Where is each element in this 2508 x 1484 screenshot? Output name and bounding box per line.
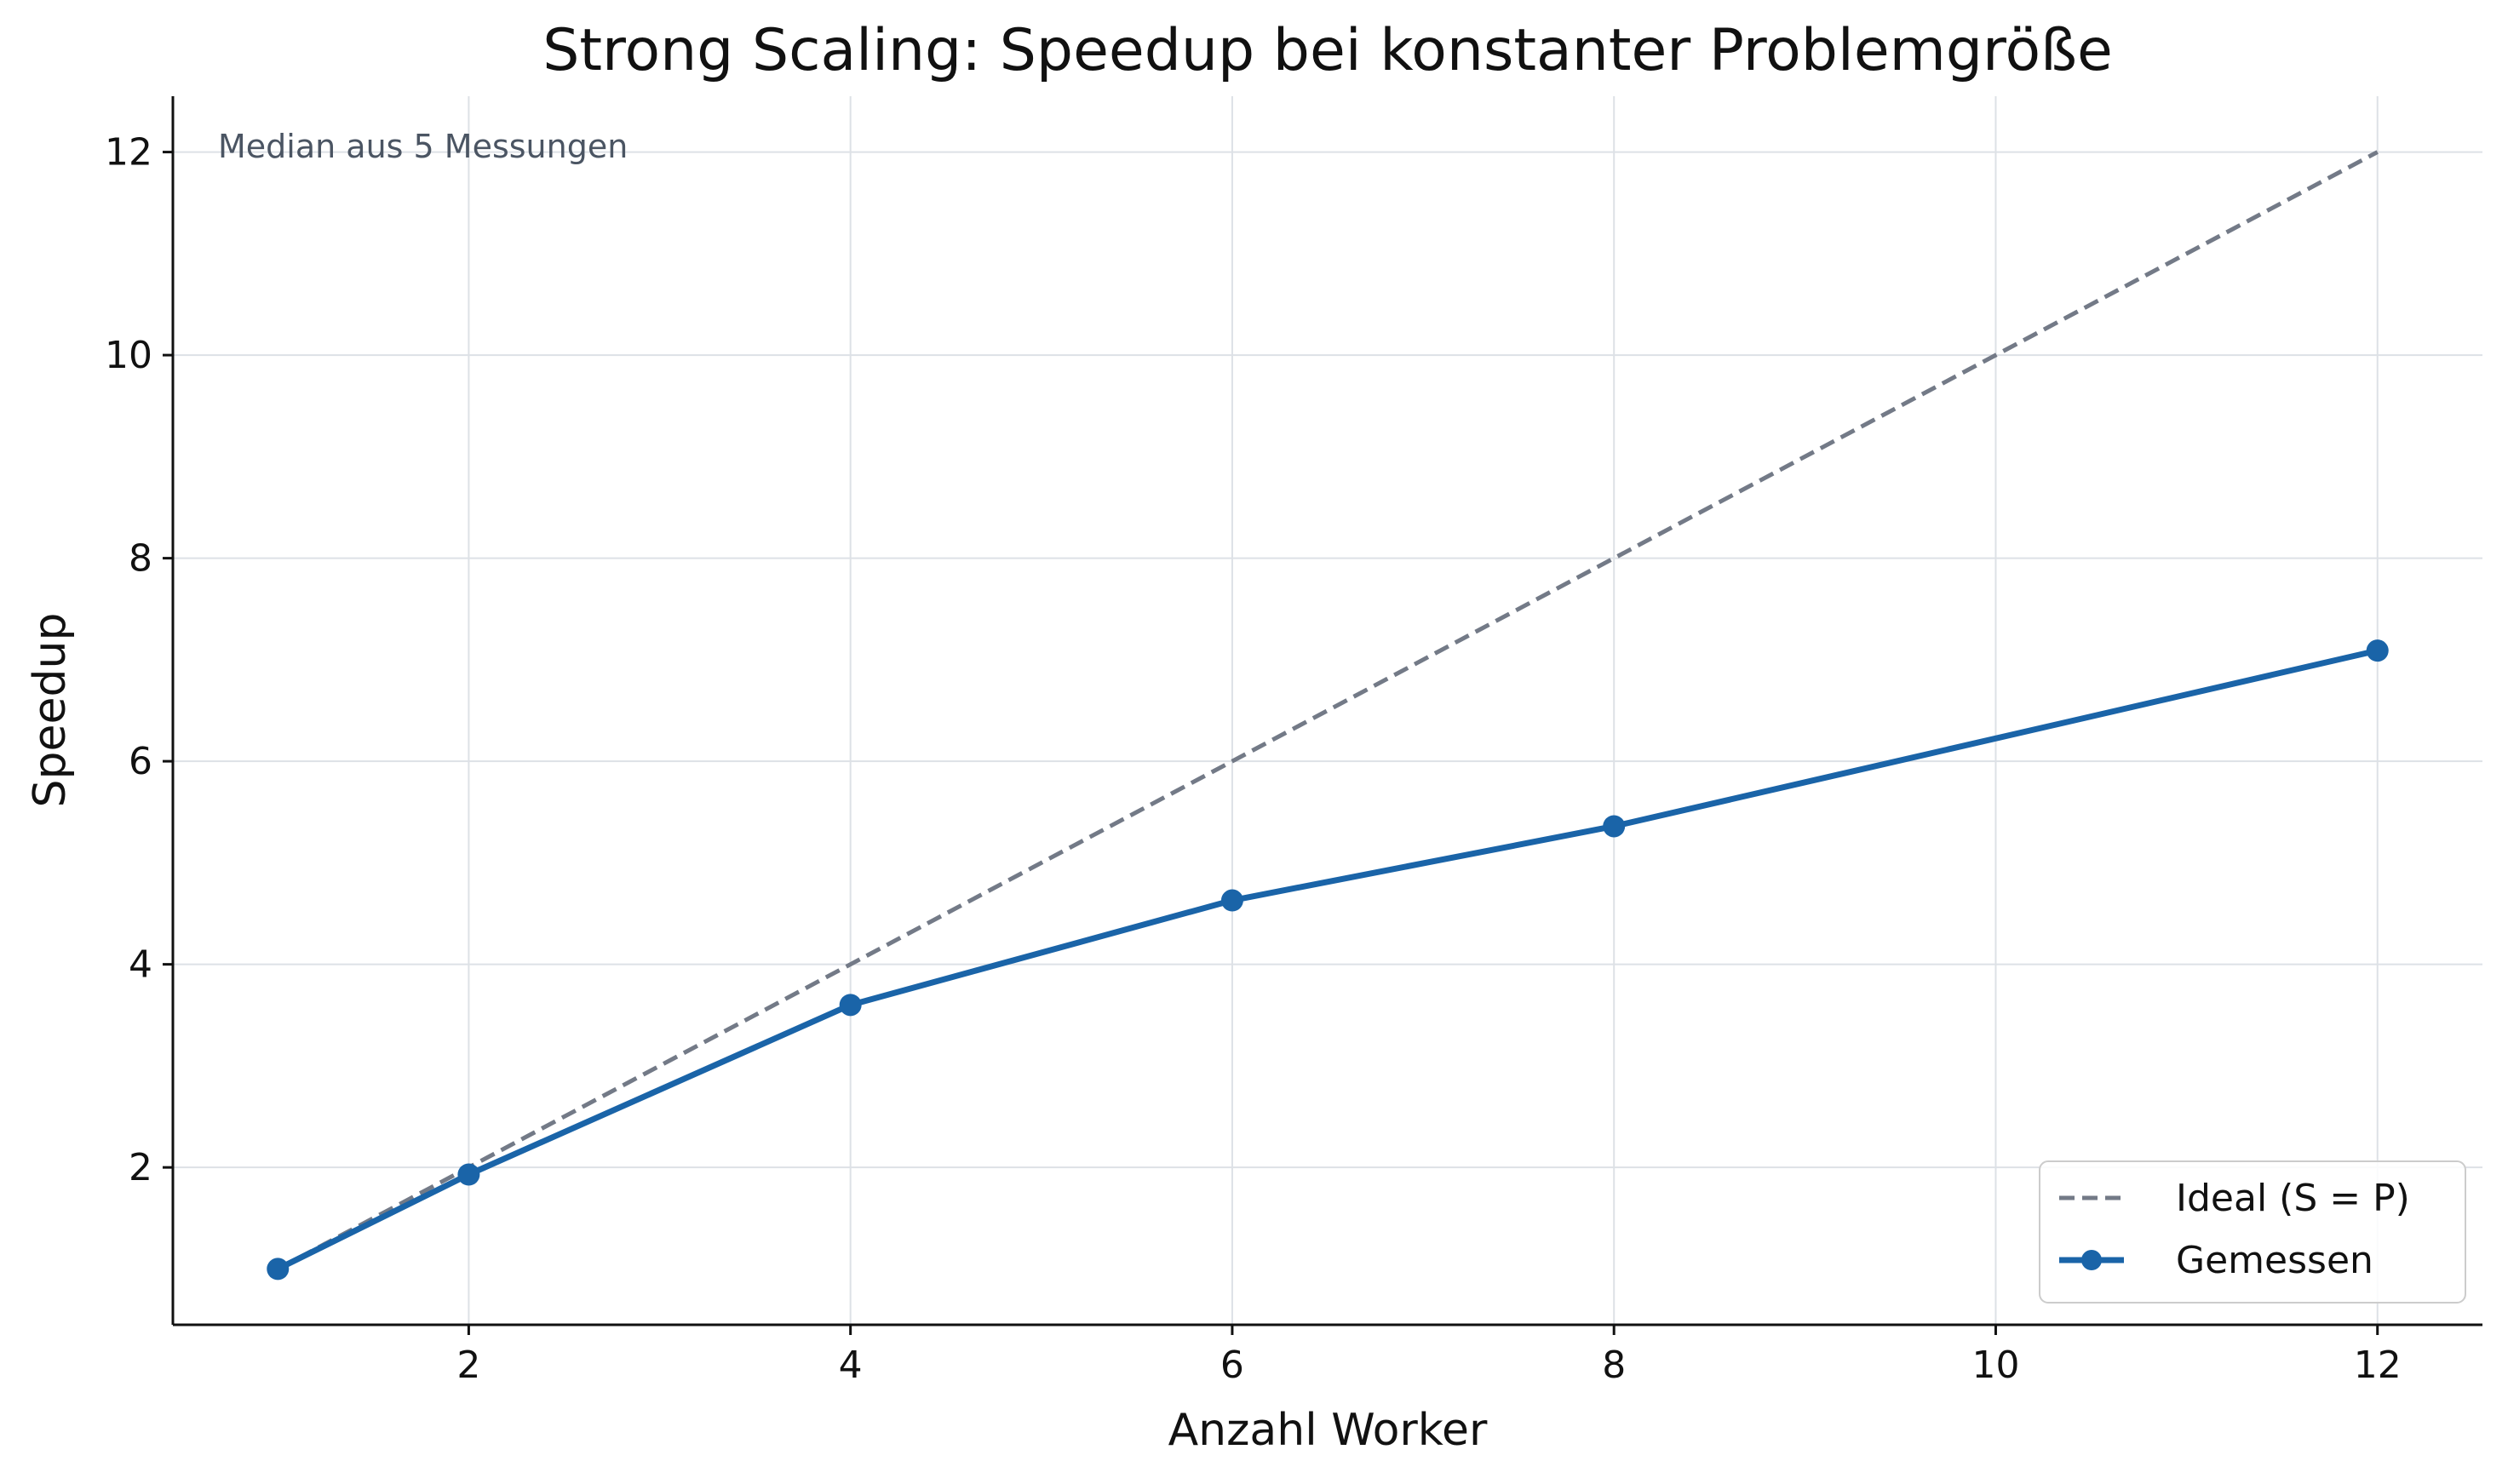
series-layer xyxy=(267,150,2389,1281)
legend-ideal-label: Ideal (S = P) xyxy=(2176,1177,2410,1220)
y-tick-label: 10 xyxy=(105,334,152,377)
measured-data-point xyxy=(2366,639,2389,662)
legend-box xyxy=(2039,1160,2466,1304)
y-tick-label: 6 xyxy=(129,740,152,783)
y-tick-label: 8 xyxy=(129,537,152,581)
measured-data-point xyxy=(1220,889,1243,912)
x-tick-label: 2 xyxy=(456,1344,480,1387)
y-axis-label: Speedup xyxy=(25,613,76,808)
x-tick-label: 8 xyxy=(1602,1344,1626,1387)
legend-measured-marker xyxy=(2081,1250,2102,1270)
chart-title: Strong Scaling: Speedup bei konstanter P… xyxy=(542,17,2113,84)
measured-data-point xyxy=(267,1258,290,1281)
x-tick-label: 4 xyxy=(839,1344,863,1387)
y-tick-label: 2 xyxy=(129,1146,152,1189)
measured-series-line xyxy=(274,647,2381,1272)
ideal-series-line xyxy=(277,150,2379,1271)
x-axis-label: Anzahl Worker xyxy=(1168,1405,1488,1456)
annotation-text: Median aus 5 Messungen xyxy=(218,128,628,165)
measured-data-point xyxy=(839,994,862,1017)
ticks: 2 4 6 8 10 12 2 4 6 8 10 12 xyxy=(105,131,2402,1387)
axes xyxy=(171,96,2482,1326)
y-tick-label: 4 xyxy=(129,943,152,987)
x-tick-label: 6 xyxy=(1220,1344,1244,1387)
measured-data-point xyxy=(1603,815,1626,838)
x-tick-label: 10 xyxy=(1971,1344,2019,1387)
measured-data-point xyxy=(457,1163,480,1186)
legend-measured-label: Gemessen xyxy=(2176,1239,2373,1282)
legend: Ideal (S = P) Gemessen xyxy=(2039,1160,2466,1304)
y-tick-label: 12 xyxy=(105,131,152,175)
x-tick-label: 12 xyxy=(2354,1344,2402,1387)
grid xyxy=(173,96,2482,1325)
